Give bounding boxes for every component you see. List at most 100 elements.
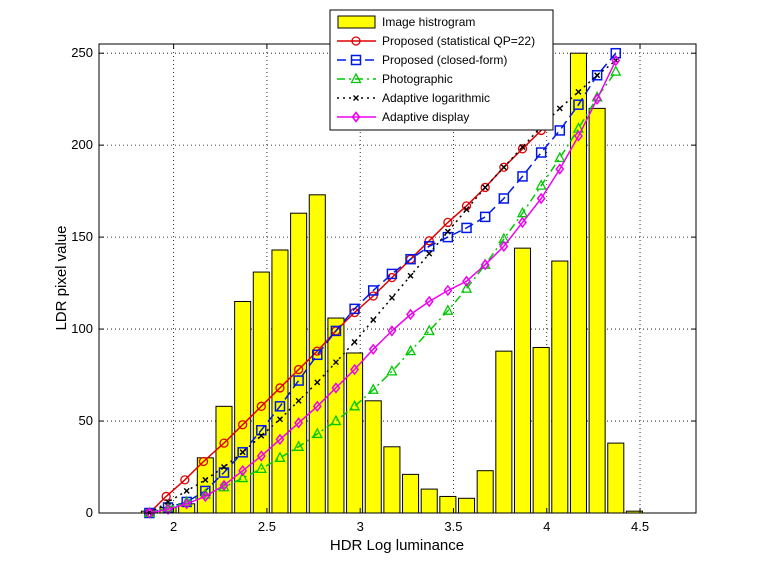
series-point xyxy=(554,151,566,163)
legend-item: Proposed (closed-form) xyxy=(337,53,507,67)
series-point xyxy=(238,420,248,430)
x-tick-label: 4.5 xyxy=(631,519,649,534)
series-point xyxy=(368,291,378,301)
series-point xyxy=(331,382,341,394)
series-lines xyxy=(143,47,622,519)
series-point xyxy=(461,222,472,234)
series-point xyxy=(330,325,342,337)
series-point xyxy=(442,304,454,315)
series-point xyxy=(519,144,526,150)
series-point xyxy=(370,316,377,323)
series-point xyxy=(274,401,286,412)
y-tick-label: 150 xyxy=(71,229,93,244)
legend-marker xyxy=(351,36,361,46)
y-axis-label: LDR pixel value xyxy=(53,225,70,330)
series-point xyxy=(237,447,248,458)
series-point xyxy=(386,364,398,376)
series-point xyxy=(535,147,547,158)
series-line xyxy=(148,129,542,514)
legend-marker xyxy=(350,54,362,66)
series-point xyxy=(165,498,172,505)
histogram-bar xyxy=(383,446,401,514)
series-point xyxy=(611,54,621,67)
series-1 xyxy=(144,47,622,519)
series-point xyxy=(442,231,454,243)
legend-swatch xyxy=(337,15,376,29)
histogram-bar xyxy=(215,405,233,514)
histogram-bar xyxy=(532,346,550,514)
series-point xyxy=(591,70,603,81)
series-point xyxy=(443,284,453,297)
series-point xyxy=(312,400,322,413)
legend-marker xyxy=(350,72,362,84)
legend-item: Proposed (statistical QP=22) xyxy=(337,34,535,48)
series-point xyxy=(293,440,305,451)
series-point xyxy=(219,438,229,448)
series-point xyxy=(386,268,398,280)
y-tick-label: 0 xyxy=(86,505,93,520)
series-point xyxy=(256,450,266,462)
series-point xyxy=(499,240,509,253)
series-point xyxy=(295,397,302,404)
series-point xyxy=(349,303,360,315)
series-point xyxy=(535,179,547,190)
legend-item: Photographic xyxy=(337,72,453,86)
series-point xyxy=(239,449,246,456)
legend-label: Image histrogram xyxy=(382,15,475,29)
series-point xyxy=(163,503,173,516)
series-point xyxy=(554,125,566,136)
histogram-bar xyxy=(308,194,326,514)
series-point xyxy=(406,308,416,321)
series-point xyxy=(556,105,563,112)
series-point xyxy=(405,253,416,265)
series-point xyxy=(575,88,582,95)
histogram-bar xyxy=(588,107,606,514)
y-tick-label: 100 xyxy=(71,321,93,336)
series-point xyxy=(238,464,248,477)
series-point xyxy=(555,163,565,175)
series-point xyxy=(258,432,265,439)
series-point xyxy=(482,184,489,191)
histogram-bar xyxy=(607,442,625,514)
series-point xyxy=(500,164,507,171)
legend-label: Adaptive display xyxy=(382,110,469,124)
series-point xyxy=(423,241,435,252)
histogram-bar xyxy=(458,497,476,514)
series-point xyxy=(312,349,323,361)
series-point xyxy=(423,324,435,336)
series-point xyxy=(460,282,473,293)
histogram-bar xyxy=(569,52,587,514)
histogram-bar xyxy=(252,271,270,514)
series-point xyxy=(367,285,379,296)
series-point xyxy=(480,258,490,271)
series-point xyxy=(480,182,490,193)
series-point xyxy=(404,344,417,356)
series-point xyxy=(350,363,360,376)
series-point xyxy=(330,414,342,426)
series-point xyxy=(332,359,339,366)
x-tick-label: 3.5 xyxy=(444,519,462,534)
series-point xyxy=(387,325,397,337)
legend-item: Adaptive logarithmic xyxy=(337,91,490,105)
series-point xyxy=(573,99,584,110)
series-point xyxy=(462,275,471,287)
series-line xyxy=(149,71,617,514)
x-tick-label: 2.5 xyxy=(258,519,276,534)
histogram-bar xyxy=(420,488,438,514)
series-point xyxy=(424,295,434,308)
series-4 xyxy=(144,54,621,519)
series-point xyxy=(349,399,361,411)
series-point xyxy=(275,433,285,446)
series-point xyxy=(592,93,602,105)
series-point xyxy=(293,364,304,375)
series-point xyxy=(256,401,266,411)
series-point xyxy=(183,487,190,494)
series-point xyxy=(407,272,414,279)
y-tick-label: 50 xyxy=(79,413,93,428)
series-point xyxy=(517,144,528,154)
series-point xyxy=(388,294,395,301)
series-point xyxy=(256,424,267,436)
histogram-bar xyxy=(402,473,420,514)
series-point xyxy=(610,47,622,59)
series-line xyxy=(149,60,617,514)
